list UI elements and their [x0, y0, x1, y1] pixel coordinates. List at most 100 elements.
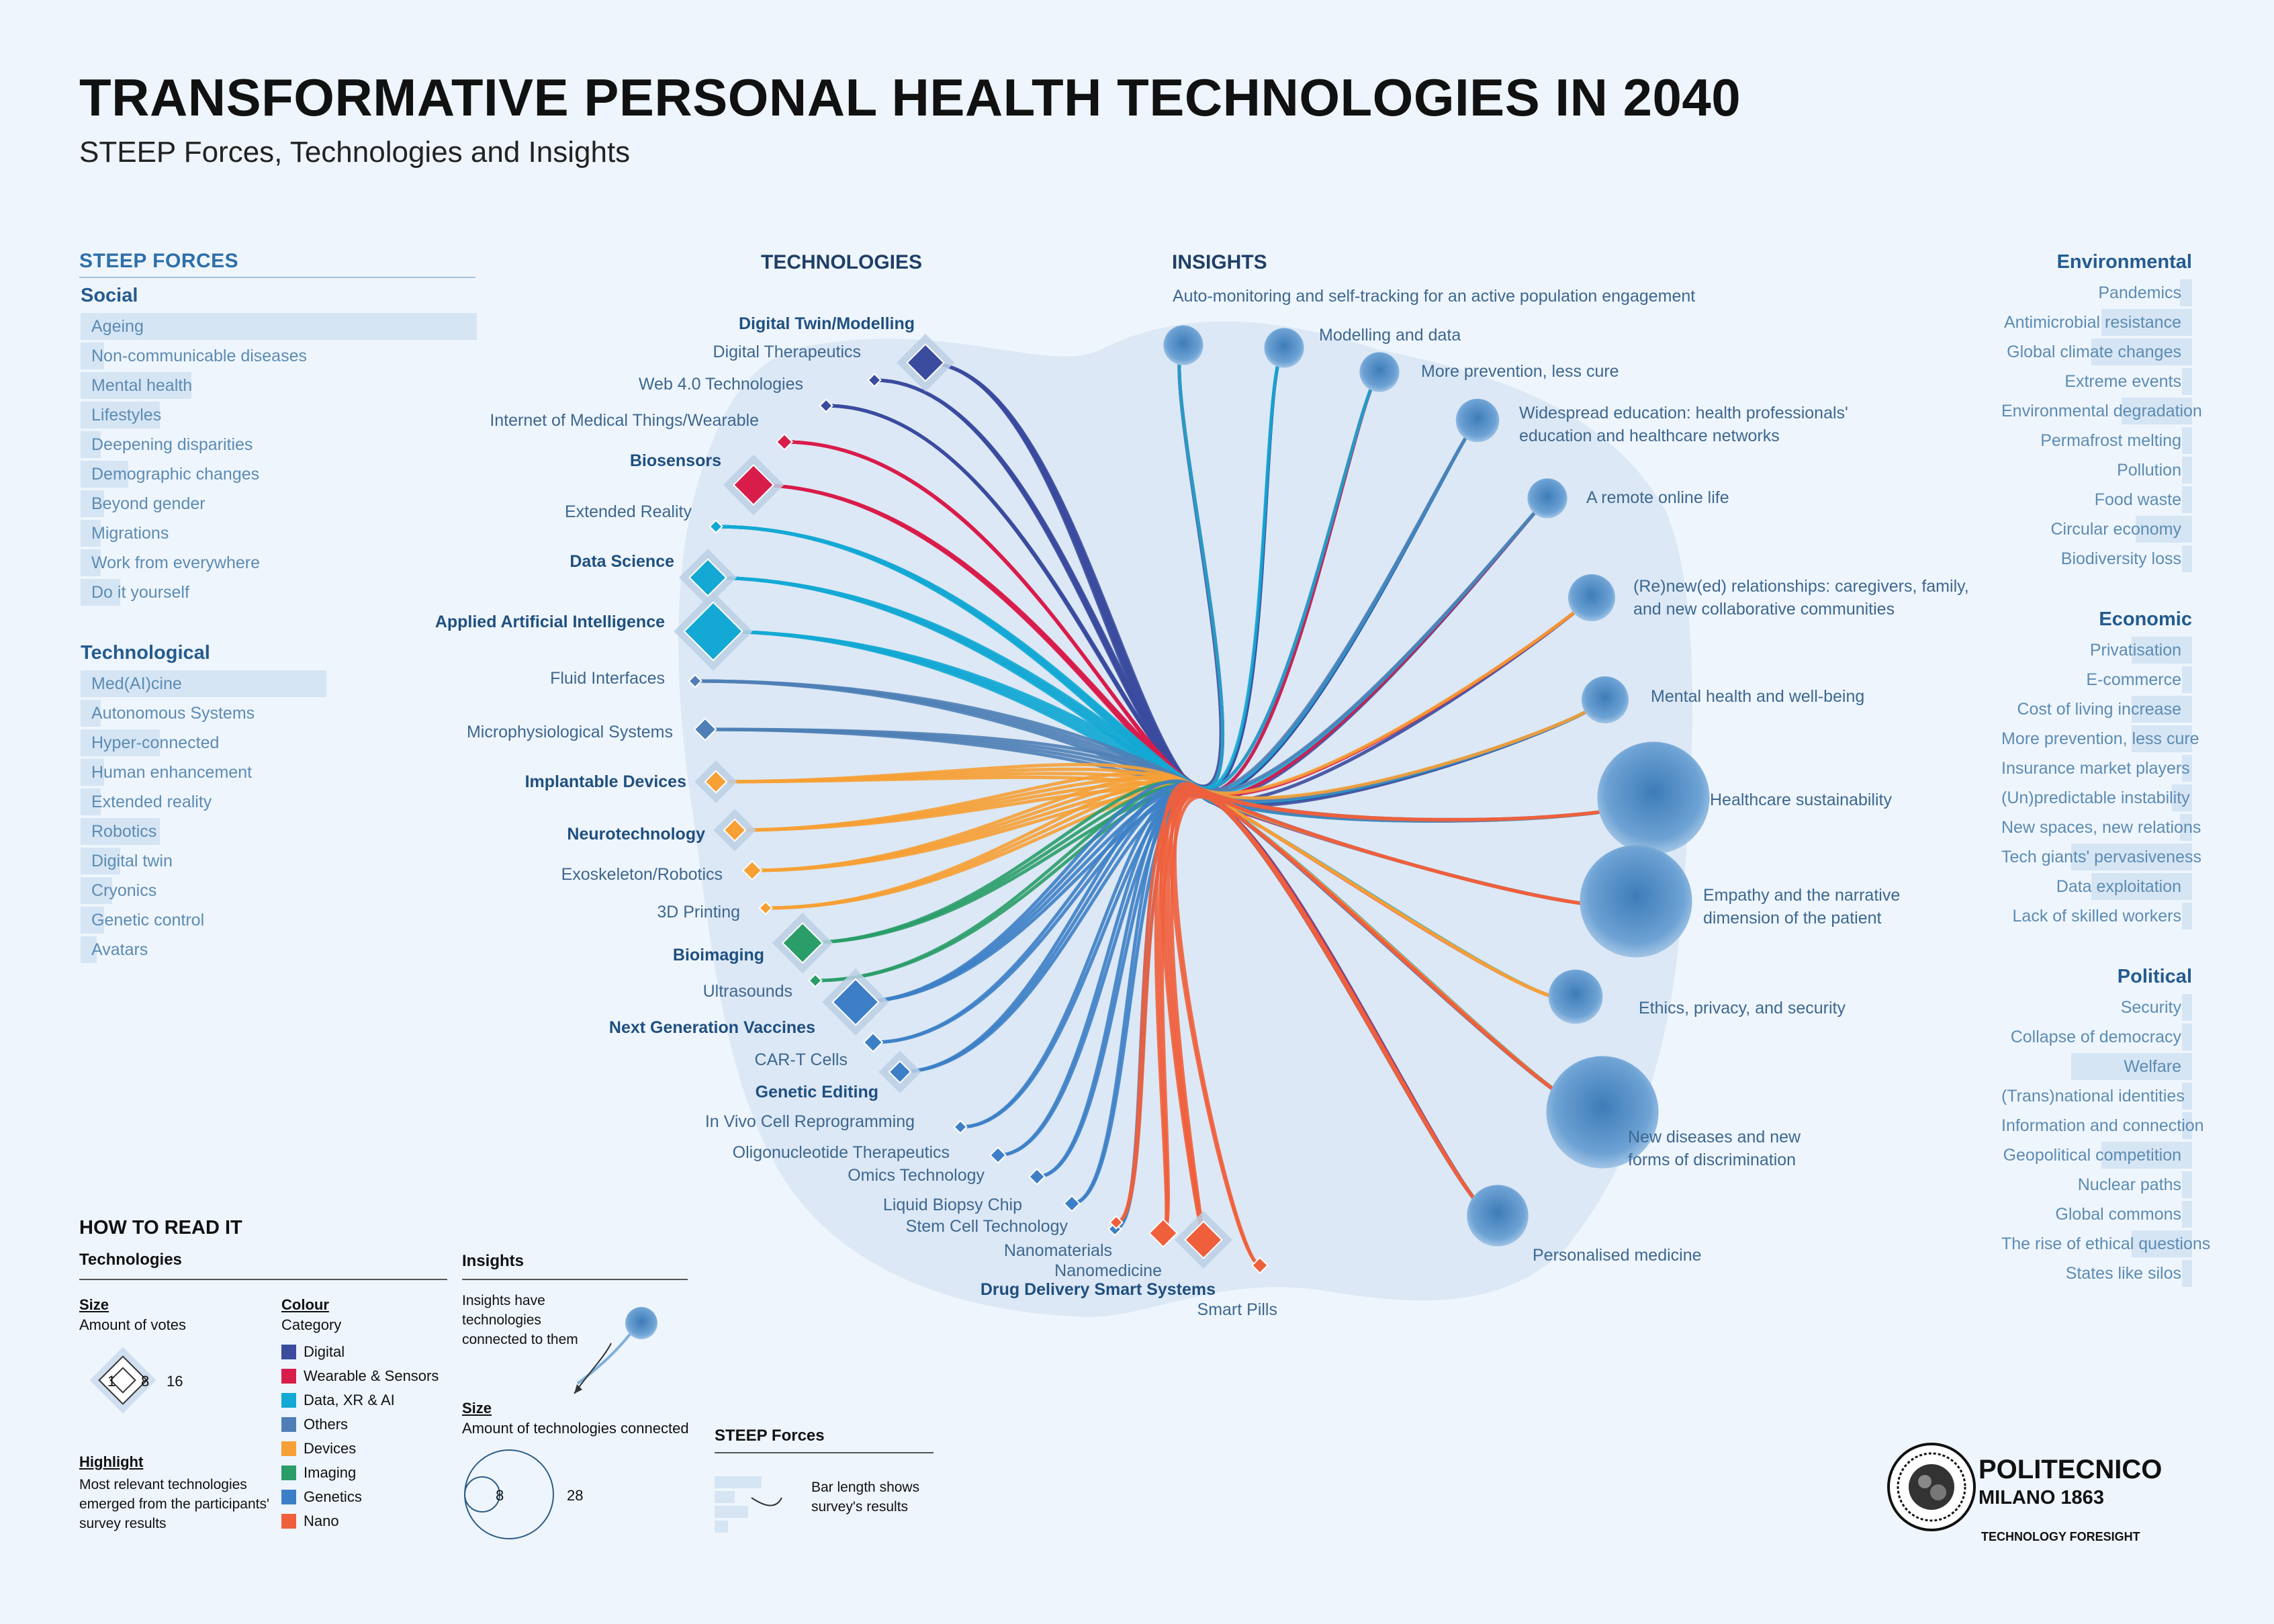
link-smart-pills-to-insight-12 [1173, 791, 1499, 1267]
insight-node-widespread-education-health-professional[interactable] [1455, 398, 1500, 443]
legend-category-wearable-sensors: Wearable & Sensors [304, 1367, 439, 1384]
tech-node-digital-twin-modelling[interactable] [897, 334, 954, 392]
tech-label-biosensors[interactable]: Biosensors [629, 451, 721, 470]
insight-label-4[interactable]: Widespread education: health professiona… [1519, 404, 1848, 445]
insight-node-a-remote-online-life[interactable] [1527, 478, 1567, 518]
steep-force-pandemics: Pandemics [1991, 279, 2192, 306]
tech-node-fluid-interfaces[interactable] [688, 674, 702, 688]
tech-label-smart-pills[interactable]: Smart Pills [1197, 1300, 1277, 1319]
insight-label-8[interactable]: Healthcare sustainability [1710, 791, 1892, 809]
steep-force-bar [2136, 516, 2192, 543]
tech-node-implantable-devices[interactable] [694, 760, 737, 803]
tech-label-exoskeleton-robotics[interactable]: Exoskeleton/Robotics [561, 865, 723, 884]
insight-label-1[interactable]: Auto-monitoring and self-tracking for an… [1173, 287, 1696, 306]
steep-force-security: Security [1991, 994, 2192, 1021]
tech-label-fluid-interfaces[interactable]: Fluid Interfaces [550, 669, 665, 688]
tech-label-liquid-biopsy-chip[interactable]: Liquid Biopsy Chip [882, 1196, 1022, 1214]
tech-label-genetic-editing[interactable]: Genetic Editing [755, 1083, 878, 1101]
tech-node-ultrasounds[interactable] [808, 973, 823, 988]
legend-highlight-head: Highlight [79, 1453, 144, 1470]
tech-node-in-vivo-cell-reprogramming[interactable] [953, 1120, 968, 1134]
insight-node-empathy-and-the-narrative-dimension-of-t[interactable] [1580, 845, 1692, 958]
insight-node-more-prevention-less-cure[interactable] [1359, 352, 1400, 392]
insight-node-re-new-ed-relationships-caregivers-famil[interactable] [1568, 574, 1615, 621]
steep-force-antimicrobial-resistance: Antimicrobial resistance [1991, 309, 2192, 336]
tech-node-nanomaterials[interactable] [1109, 1215, 1124, 1230]
insight-node-mental-health-and-well-being[interactable] [1582, 676, 1629, 723]
insight-label-12[interactable]: Personalised medicine [1533, 1246, 1702, 1265]
tech-label-oligonucleotide-therapeutics[interactable]: Oligonucleotide Therapeutics [732, 1143, 950, 1162]
tech-node-liquid-biopsy-chip[interactable] [1062, 1194, 1081, 1213]
tech-label-data-science[interactable]: Data Science [570, 552, 674, 571]
steep-force-global-commons: Global commons [1991, 1201, 2192, 1228]
tech-node-applied-artificial-intelligence[interactable] [674, 592, 753, 671]
steep-force-the-rise-of-ethical-questions: The rise of ethical questions [1991, 1230, 2211, 1257]
tech-node-internet-of-medical-things-wearable[interactable] [775, 433, 794, 451]
tech-node-smart-pills[interactable] [1250, 1256, 1269, 1275]
tech-label-next-generation-vaccines[interactable]: Next Generation Vaccines [608, 1018, 815, 1037]
tech-label-car-t-cells[interactable]: CAR-T Cells [754, 1050, 848, 1069]
tech-label-internet-of-medical-things-wearable[interactable]: Internet of Medical Things/Wearable [490, 411, 759, 430]
tech-label-nanomedicine[interactable]: Nanomedicine [1054, 1261, 1162, 1280]
steep-force-label: Nuclear paths [2077, 1175, 2181, 1194]
tech-node-exoskeleton-robotics[interactable] [741, 860, 763, 881]
insight-node-ethics-privacy-and-security[interactable] [1548, 969, 1603, 1024]
tech-label-digital-twin-modelling[interactable]: Digital Twin/Modelling [738, 314, 915, 333]
tech-node-oligonucleotide-therapeutics[interactable] [989, 1146, 1007, 1165]
insight-label-6[interactable]: (Re)new(ed) relationships: caregivers, f… [1633, 577, 1969, 619]
steep-force-label: Cryonics [91, 881, 157, 900]
tech-node-genetic-editing[interactable] [878, 1050, 921, 1093]
tech-label-ultrasounds[interactable]: Ultrasounds [702, 982, 792, 1001]
tech-diamond [819, 398, 833, 413]
tech-label-3d-printing[interactable]: 3D Printing [657, 903, 740, 921]
insight-label-5[interactable]: A remote online life [1586, 488, 1729, 507]
insight-label-11[interactable]: New diseases and new forms of discrimina… [1628, 1128, 1801, 1169]
tech-label-microphysiological-systems[interactable]: Microphysiological Systems [466, 723, 673, 741]
insight-node-healthcare-sustainability[interactable] [1597, 741, 1710, 854]
tech-node-next-generation-vaccines[interactable] [822, 968, 889, 1036]
tech-node-nanomedicine[interactable] [1148, 1218, 1179, 1249]
tech-label-extended-reality[interactable]: Extended Reality [564, 502, 692, 521]
tech-label-drug-delivery-smart-systems[interactable]: Drug Delivery Smart Systems [980, 1280, 1216, 1299]
tech-label-nanomaterials[interactable]: Nanomaterials [1003, 1241, 1112, 1260]
legend-insight-icon [574, 1307, 657, 1394]
insight-label-7[interactable]: Mental health and well-being [1651, 687, 1865, 706]
insight-node-personalised-medicine[interactable] [1467, 1185, 1529, 1247]
tech-node-drug-delivery-smart-systems[interactable] [1175, 1211, 1232, 1269]
tech-diamond [953, 1120, 968, 1134]
insight-node-new-diseases-and-new-forms-of-discrimina[interactable] [1546, 1056, 1659, 1169]
tech-node-neurotechnology[interactable] [713, 809, 756, 852]
steep-force-label: (Trans)national identities [2001, 1087, 2185, 1106]
tech-label-bioimaging[interactable]: Bioimaging [672, 946, 764, 964]
legend-size-head: Size [79, 1296, 109, 1313]
tech-node-microphysiological-systems[interactable] [693, 717, 717, 741]
steep-force-label: The rise of ethical questions [2001, 1234, 2211, 1253]
steep-force-bar [81, 818, 160, 845]
tech-label-digital-therapeutics[interactable]: Digital Therapeutics [713, 343, 861, 361]
steep-force-welfare: Welfare [1991, 1053, 2192, 1080]
tech-label-applied-artificial-intelligence[interactable]: Applied Artificial Intelligence [435, 613, 665, 631]
insight-node-auto-monitoring-and-self-tracking-for-an[interactable] [1163, 325, 1203, 365]
tech-node-bioimaging[interactable] [772, 912, 833, 974]
tech-node-omics-technology[interactable] [1028, 1167, 1046, 1186]
legend-colour-sub: Category [281, 1316, 342, 1333]
tech-label-web-4-0-technologies[interactable]: Web 4.0 Technologies [638, 375, 803, 394]
insight-label-3[interactable]: More prevention, less cure [1421, 362, 1619, 381]
tech-label-neurotechnology[interactable]: Neurotechnology [567, 825, 705, 844]
tech-node-3d-printing[interactable] [758, 901, 773, 915]
steep-force-label: Avatars [91, 940, 148, 959]
tech-label-omics-technology[interactable]: Omics Technology [848, 1166, 985, 1185]
tech-node-web-4-0-technologies[interactable] [819, 398, 833, 413]
insight-label-9[interactable]: Empathy and the narrative dimension of t… [1703, 886, 1901, 928]
tech-label-stem-cell-technology[interactable]: Stem Cell Technology [905, 1217, 1068, 1236]
tech-label-implantable-devices[interactable]: Implantable Devices [525, 772, 686, 791]
insight-label-10[interactable]: Ethics, privacy, and security [1639, 999, 1846, 1018]
insight-node-modelling-and-data[interactable] [1264, 328, 1304, 368]
tech-label-in-vivo-cell-reprogramming[interactable]: In Vivo Cell Reprogramming [704, 1112, 915, 1131]
steep-force-bar [2180, 814, 2192, 841]
tech-node-car-t-cells[interactable] [862, 1032, 884, 1053]
tech-node-extended-reality[interactable] [709, 519, 723, 534]
steep-force-bar [81, 313, 477, 340]
insight-label-2[interactable]: Modelling and data [1319, 326, 1461, 345]
tech-node-digital-therapeutics[interactable] [867, 373, 882, 388]
